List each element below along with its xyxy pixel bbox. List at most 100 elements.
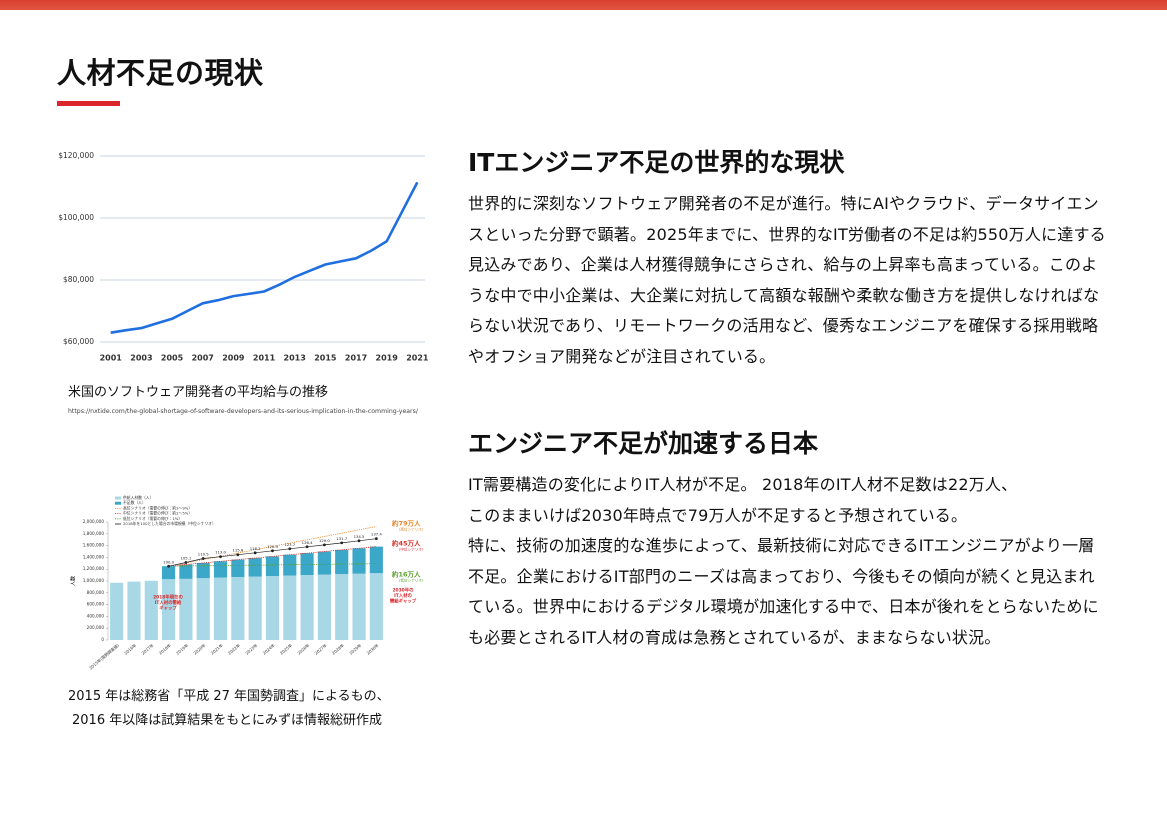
bar [127,581,141,640]
series-line [168,563,377,567]
x-tick-label: 2001 [100,354,123,363]
bar [196,562,210,579]
gap-label: IT人材の [394,592,412,599]
marker [374,537,378,541]
bar [335,574,349,640]
data-label: 110.5 [198,552,209,557]
data-label: 123.7 [284,542,295,547]
x-tick-label: 2027年 [313,642,328,656]
marker [305,545,309,549]
section-heading: ITエンジニア不足の世界的な現状 [468,148,845,177]
section: エンジニア不足が加速する日本 IT需要構造の変化によりIT人材が不足。 2018… [468,424,1108,654]
marker [271,549,274,553]
x-tick-label: 2003 [130,354,152,363]
bar [300,553,314,576]
bar [335,549,349,575]
bar [213,561,228,578]
x-tick-label: 2017 [345,354,367,363]
section-text: IT需要構造の変化によりIT人材が不足。 2018年のIT人材不足数は22万人、 [468,475,1018,494]
legend-label: 2018年を100とした場合の市場規模（中位シナリオ） [123,521,216,526]
x-tick-label: 2023年 [244,642,259,656]
x-tick-label: 2029年 [348,642,363,656]
x-tick-label: 2013 [284,354,306,363]
y-tick-label: 1,400,000 [83,554,105,559]
annotation: 約79万人 [391,519,421,528]
bar [162,566,176,580]
y-tick-label: 0 [101,637,104,642]
x-tick-label: 2028年 [330,642,345,656]
marker [340,541,344,545]
data-label: 134.5 [354,534,365,539]
data-label: 105.1 [180,555,191,560]
bar [352,573,366,640]
x-tick-label: 2020年 [192,642,207,656]
top-bar [0,0,1167,10]
x-tick-label: 2019年 [174,642,189,656]
legend-label: 低位シナリオ（需要の伸び：1%） [123,516,182,521]
y-tick-label: 600,000 [87,602,105,607]
marker [253,551,257,555]
section-text: このままいけば2030年時点で79万人が不足すると予想されている。 [468,505,968,525]
figure-caption: 2015 年は総務省「平成 27 年国勢調査」によるもの、 [68,689,390,704]
y-tick-label: 800,000 [87,590,105,595]
x-tick-label: 2026年 [296,642,311,656]
x-tick-label: 2030年 [365,642,380,656]
annotation: 約16万人 [391,570,421,579]
legend-swatch [115,496,121,500]
figure-source: https://nxtide.com/the-global-shortage-o… [68,408,418,415]
data-label: 126.4 [302,540,313,545]
x-tick-label: 2024年 [261,642,276,656]
x-tick-label: 2022年 [226,642,241,656]
annotation-note: (低位シナリオ) [399,578,424,583]
y-tick-label: 1,600,000 [83,543,105,548]
marker [236,553,240,557]
x-tick-label: 2015年(国勢調査値) [88,642,121,671]
gap-label: IT人材の需給 [155,599,182,606]
bar [162,579,176,640]
bar [283,575,297,640]
marker [184,561,188,564]
section-text: 特に、技術の加速度的な進歩によって、最新技術に対応できるITエンジニアがより一層… [468,536,1099,647]
gap-label: ギャップ [159,605,177,612]
data-label: 115.6 [232,548,243,553]
marker [357,539,361,543]
annotation: 約45万人 [391,539,421,548]
title-underline [57,101,120,106]
legend-swatch [115,501,121,505]
bar [283,554,297,576]
annotation-note: (高位シナリオ) [399,527,424,532]
data-label: 131.7 [336,536,347,541]
annotation-note: (中位シナリオ) [399,547,424,552]
x-tick-label: 2025年 [278,642,293,656]
y-tick-label: $120,000 [58,151,94,160]
legend-label: 中位シナリオ（需要の伸び：約2～5%） [123,511,192,516]
y-axis-title: 人数 [70,576,77,586]
section-text: 世界的に深刻なソフトウェア開発者の不足が進行。特にAIやクラウド、データサイエン… [468,194,1106,366]
figure-caption: 米国のソフトウェア開発者の平均給与の推移 [68,385,329,400]
legend-label: 供給人材数（人） [123,495,153,500]
gap-label: 需給ギャップ [390,598,417,605]
data-label: 100.0 [163,559,174,564]
marker [219,555,222,559]
bar [248,558,262,577]
y-tick-label: 1,000,000 [83,578,105,583]
y-tick-label: $80,000 [63,275,94,284]
x-tick-label: 2005 [161,354,184,363]
bar [352,548,366,574]
marker [167,564,170,568]
bar [110,582,124,640]
salary-chart: $60,000 $80,000 $100,000 $120,000 2001 2003 20… [58,151,429,363]
data-label: 118.2 [250,546,261,551]
marker [288,547,292,551]
x-tick-label: 2009 [222,354,245,363]
marker [201,557,205,560]
page-title: 人材不足の現状 [57,56,264,90]
data-label: 113.0 [215,550,226,555]
data-label: 137.4 [371,532,382,537]
x-tick-label: 2015 [314,354,337,363]
x-tick-label: 2021年 [209,642,224,656]
bar [369,573,383,640]
y-tick-label: 400,000 [87,613,105,618]
legend-label: 不足数（人） [123,500,146,505]
